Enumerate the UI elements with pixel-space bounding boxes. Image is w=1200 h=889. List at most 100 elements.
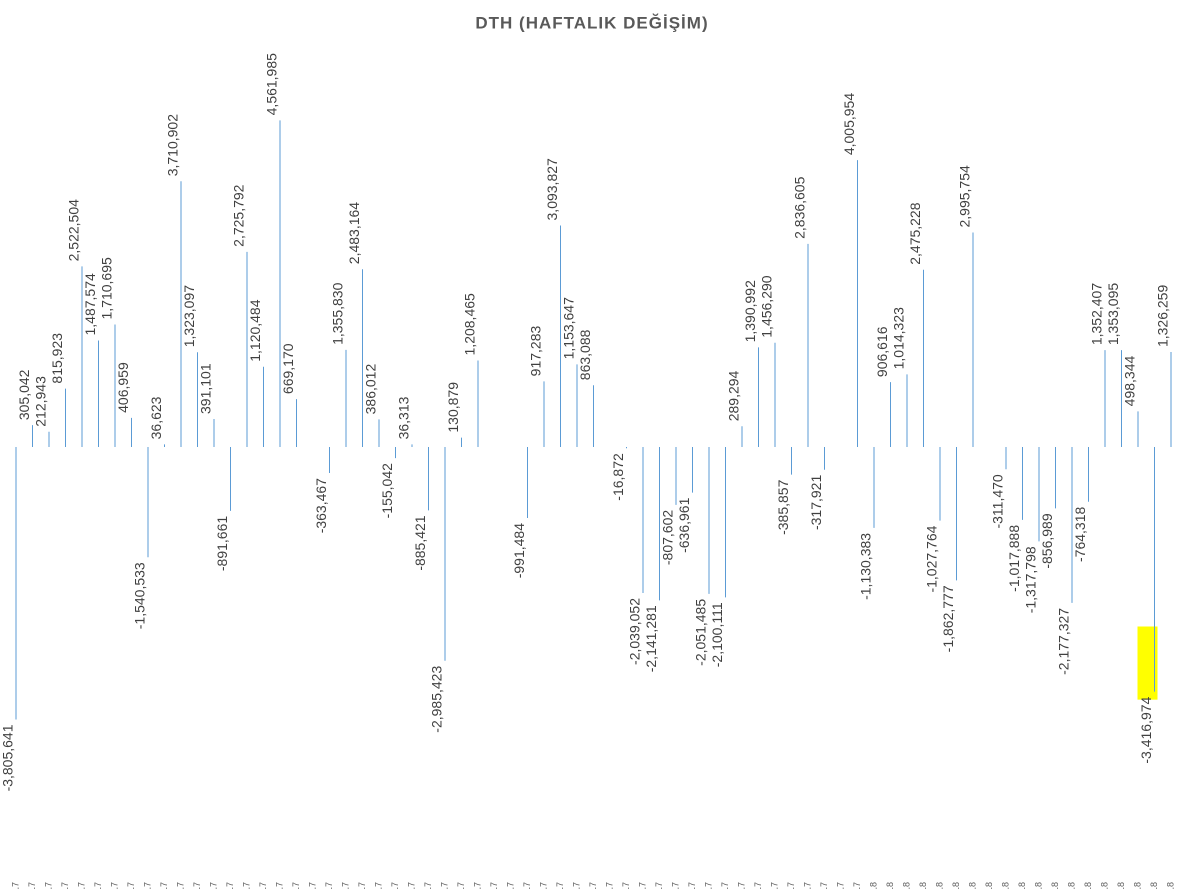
x-tick-label: 04.08.2017 <box>505 882 515 889</box>
x-tick-label: 20.04.2018 <box>1116 882 1126 889</box>
data-label: 212,943 <box>33 376 49 427</box>
x-tick-label: 17.02.2017 <box>109 882 119 889</box>
data-label: -2,051,485 <box>693 599 709 666</box>
x-tick-label: 09.03.2018 <box>1017 882 1027 889</box>
data-label: -991,484 <box>511 523 527 578</box>
data-label: 917,283 <box>528 326 544 377</box>
x-tick-label: 13.04.2018 <box>1099 882 1109 889</box>
x-tick-label: 23.06.2017 <box>406 882 416 889</box>
x-tick-label: 16.03.2018 <box>1033 882 1043 889</box>
x-tick-label: 09.02.2018 <box>951 882 961 889</box>
x-tick-label: 23.02.2018 <box>984 882 994 889</box>
data-label: 1,355,830 <box>330 282 346 344</box>
x-tick-label: 31.03.2017 <box>208 882 218 889</box>
data-label: -3,805,641 <box>0 724 16 791</box>
data-label: -3,416,974 <box>1138 696 1154 763</box>
data-label: 1,353,095 <box>1105 283 1121 345</box>
x-tick-label: 26.05.2017 <box>340 882 350 889</box>
data-label: 1,326,259 <box>1155 285 1171 347</box>
label-highlight <box>1137 626 1158 700</box>
x-tick-label: 27.10.2017 <box>703 882 713 889</box>
x-tick-label: 03.03.2017 <box>142 882 152 889</box>
x-tick-label: 25.08.2017 <box>555 882 565 889</box>
data-label: 36,623 <box>148 396 164 439</box>
x-tick-label: 17.03.2017 <box>175 882 185 889</box>
data-label: 1,487,574 <box>82 273 98 335</box>
data-label: -2,039,052 <box>627 598 643 665</box>
x-tick-label: 24.02.2017 <box>126 882 136 889</box>
data-label: 1,120,484 <box>247 299 263 361</box>
data-label: 815,923 <box>49 333 65 384</box>
data-label: 4,005,954 <box>841 93 857 155</box>
data-label: 1,390,992 <box>742 280 758 342</box>
data-label: 2,483,164 <box>346 202 362 264</box>
x-tick-label: 07.07.2017 <box>439 882 449 889</box>
x-tick-label: 11.08.2017 <box>522 882 532 889</box>
x-tick-label: 30.06.2017 <box>423 882 433 889</box>
x-tick-label: 07.04.2017 <box>225 882 235 889</box>
data-label: -1,130,383 <box>858 533 874 600</box>
data-label: -2,985,423 <box>429 666 445 733</box>
data-label: 498,344 <box>1122 355 1138 406</box>
data-label: -385,857 <box>775 479 791 534</box>
x-tick-label: 22.12.2017 <box>835 882 845 889</box>
data-label: -311,470 <box>990 474 1006 528</box>
x-tick-label: 29.09.2017 <box>637 882 647 889</box>
x-tick-label: 28.07.2017 <box>489 882 499 889</box>
data-label: -2,100,111 <box>709 602 725 667</box>
x-tick-label: 24.03.2017 <box>192 882 202 889</box>
x-tick-label: 20.01.2017 <box>43 882 53 889</box>
x-tick-label: 10.11.2017 <box>736 882 746 889</box>
x-tick-label: 12.01.2018 <box>885 882 895 889</box>
x-tick-label: 16.06.2017 <box>390 882 400 889</box>
x-tick-label: 15.09.2017 <box>604 882 614 889</box>
x-tick-label: 14.04.2017 <box>241 882 251 889</box>
data-label: 2,475,228 <box>907 202 923 264</box>
x-tick-label: 02.06.2017 <box>357 882 367 889</box>
data-label: -885,421 <box>412 515 428 570</box>
x-tick-label: 06.10.2017 <box>654 882 664 889</box>
x-tick-label: 02.03.2018 <box>1000 882 1010 889</box>
data-label: 4,561,985 <box>264 53 280 115</box>
x-tick-label: 06.01.2017 <box>10 882 20 889</box>
chart-title: DTH (HAFTALIK DEĞİŞİM) <box>475 13 708 32</box>
data-label: 2,995,754 <box>957 165 973 227</box>
data-label: -16,872 <box>610 453 626 501</box>
x-tick-label: 26.01.2018 <box>918 882 928 889</box>
data-label: 130,879 <box>445 382 461 433</box>
x-tick-label: 24.11.2017 <box>769 882 779 889</box>
data-label: 1,323,097 <box>181 285 197 347</box>
data-label: -1,862,777 <box>940 585 956 652</box>
data-label: -807,602 <box>660 510 676 565</box>
x-tick-label: 22.09.2017 <box>621 882 631 889</box>
data-label: -155,042 <box>379 463 395 518</box>
x-tick-label: 13.01.2017 <box>27 882 37 889</box>
x-tick-label: 10.03.2017 <box>159 882 169 889</box>
data-label: 1,456,290 <box>759 275 775 337</box>
x-tick-label: 19.05.2017 <box>324 882 334 889</box>
data-label: 406,959 <box>115 362 131 413</box>
x-tick-label: 16.02.2018 <box>967 882 977 889</box>
data-label: 1,014,323 <box>891 307 907 369</box>
data-label: 36,313 <box>396 396 412 439</box>
x-tick-label: 27.04.2018 <box>1132 882 1142 889</box>
x-tick-label: 03.02.2017 <box>76 882 86 889</box>
x-tick-label: 06.04.2018 <box>1083 882 1093 889</box>
data-label: -1,027,764 <box>924 525 940 592</box>
data-label: 1,710,695 <box>99 257 115 319</box>
x-tick-label: 17.11.2017 <box>753 882 763 889</box>
data-label: 1,352,407 <box>1089 283 1105 345</box>
data-label: 386,012 <box>363 364 379 415</box>
data-label: -317,921 <box>808 475 824 530</box>
x-tick-label: 27.01.2017 <box>60 882 70 889</box>
x-tick-label: 19.01.2018 <box>901 882 911 889</box>
data-label: -1,317,798 <box>1023 546 1039 613</box>
data-label: -2,177,327 <box>1056 608 1072 675</box>
data-label: 305,042 <box>16 369 32 420</box>
x-tick-label: 12.05.2017 <box>307 882 317 889</box>
data-label: 2,522,504 <box>66 199 82 261</box>
x-tick-label: 13.10.2017 <box>670 882 680 889</box>
x-tick-label: 01.12.2017 <box>786 882 796 889</box>
x-tick-label: 21.07.2017 <box>472 882 482 889</box>
